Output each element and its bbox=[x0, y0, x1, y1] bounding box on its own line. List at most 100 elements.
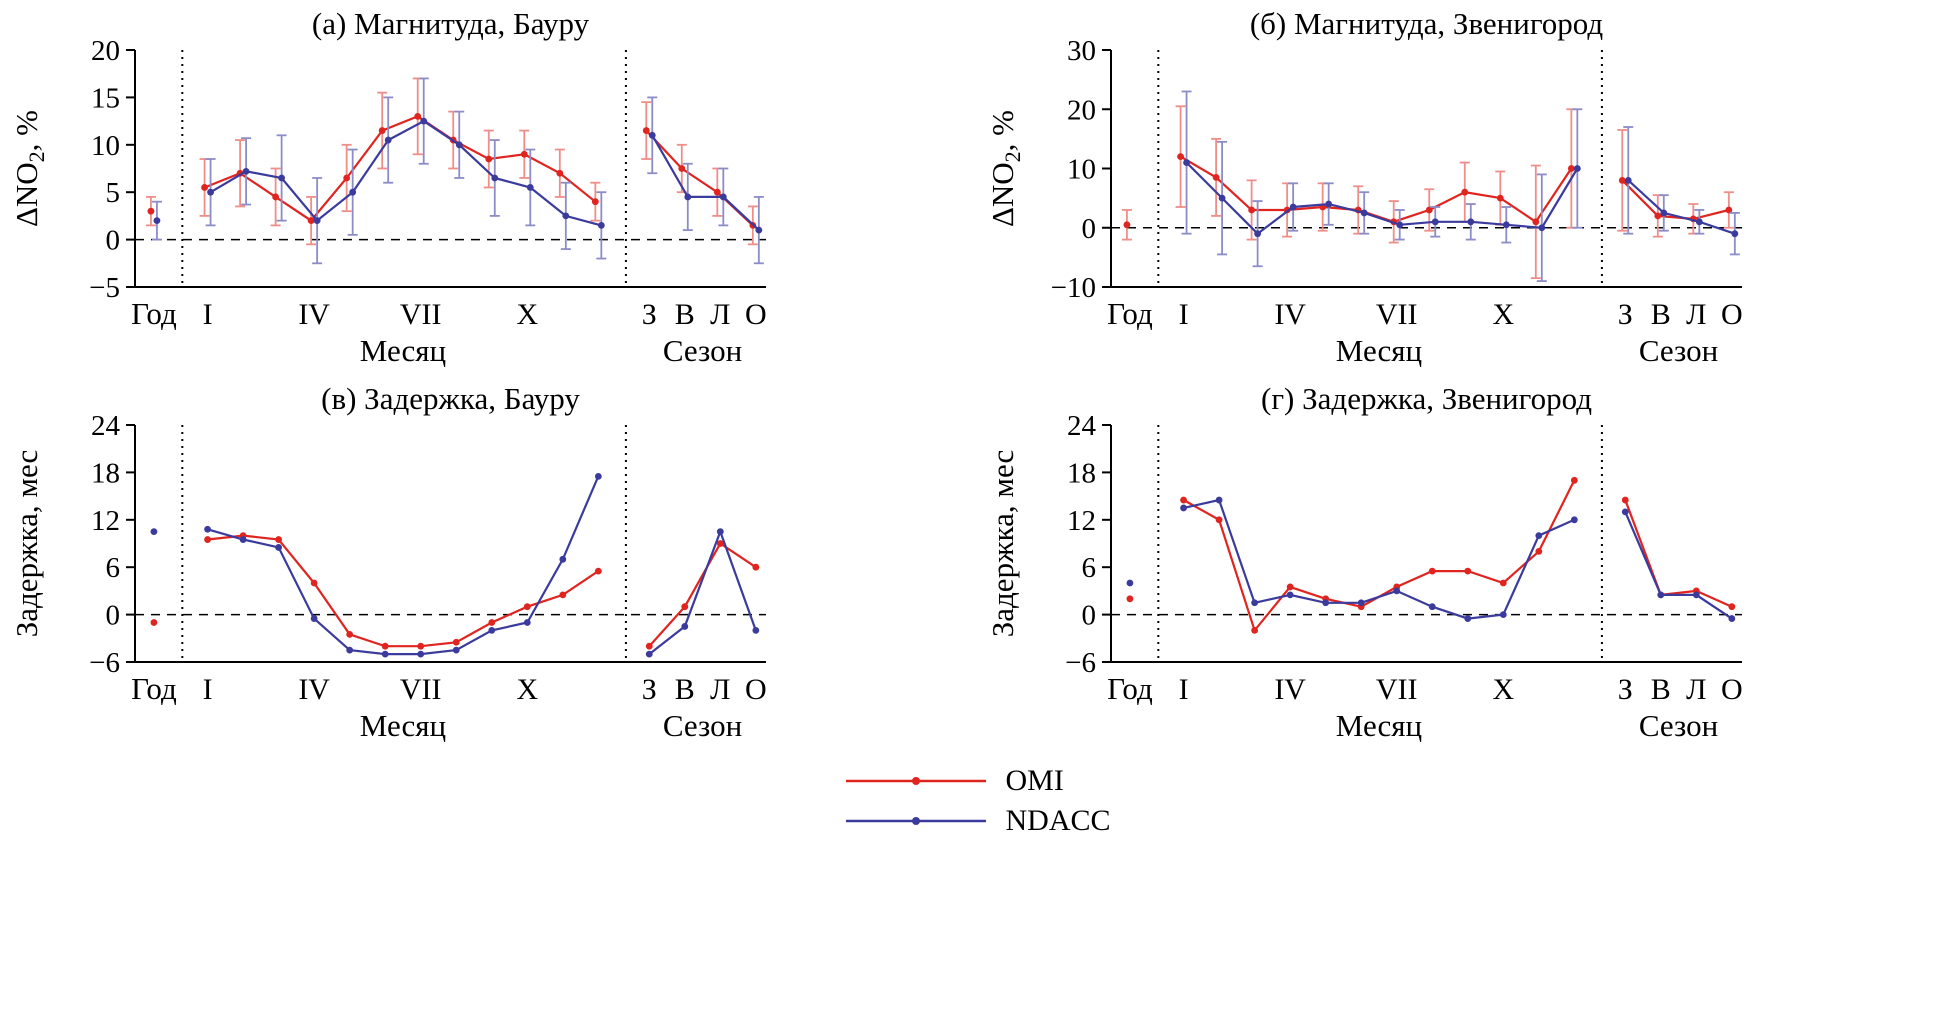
legend-label-omi: OMI bbox=[1005, 764, 1064, 797]
y-tick-label: 0 bbox=[106, 225, 121, 257]
axes: −6 0 6 12 18 24 bbox=[89, 410, 766, 679]
legend-inner: OMI NDACC bbox=[841, 764, 1111, 838]
y-tick-label: 12 bbox=[91, 505, 120, 537]
chart-title: (в) Задержка, Бауру bbox=[321, 381, 580, 416]
y-tick-label: 0 bbox=[1082, 600, 1097, 632]
x-tick-year: Год bbox=[131, 296, 177, 331]
y-tick-label: 10 bbox=[1067, 154, 1096, 186]
x-tick-month: VII bbox=[1376, 673, 1418, 706]
chart-v: (в) Задержка, Бауру Задержка, мес −6 0 6 12 18… bbox=[9, 381, 767, 743]
series-omi bbox=[145, 77, 758, 246]
x-axis-label-season: Сезон bbox=[1639, 333, 1718, 368]
x-tick-month: I bbox=[203, 673, 213, 706]
x-axis-label-month: Месяц bbox=[360, 333, 446, 368]
chart-title: (б) Магнитуда, Звенигород bbox=[1250, 6, 1604, 41]
chart-panel-delay-bauru: (в) Задержка, Бауру Задержка, мес −6 0 6 12 18… bbox=[0, 375, 976, 750]
x-tick-season: З bbox=[1618, 673, 1633, 706]
series-ndacc bbox=[1181, 90, 1740, 282]
x-tick-season: В bbox=[675, 298, 695, 331]
x-tick-month: IV bbox=[298, 673, 330, 706]
series-ndacc bbox=[1126, 496, 1736, 622]
x-tick-season: Л bbox=[710, 673, 730, 706]
chart-title: (а) Магнитуда, Бауру bbox=[312, 6, 590, 41]
y-axis-label: Задержка, мес bbox=[985, 450, 1020, 638]
x-axis-label-month: Месяц bbox=[1336, 708, 1422, 743]
chart-panel-magnitude-bauru: (а) Магнитуда, Бауру ΔNO2, % −5 0 5 10 15 20 Год… bbox=[0, 0, 976, 375]
x-tick-season: З bbox=[642, 298, 657, 331]
series-omi bbox=[150, 532, 760, 650]
x-axis-label-month: Месяц bbox=[360, 708, 446, 743]
x-tick-season: О bbox=[745, 673, 767, 706]
x-tick-season: О bbox=[1721, 673, 1743, 706]
y-tick-label: 0 bbox=[106, 600, 121, 632]
x-tick-season: В bbox=[1651, 673, 1671, 706]
y-tick-label: 20 bbox=[1067, 94, 1096, 126]
y-tick-label: 6 bbox=[1082, 552, 1097, 584]
x-tick-year: Год bbox=[1107, 296, 1153, 331]
y-tick-label: 6 bbox=[106, 552, 121, 584]
x-tick-month: I bbox=[1179, 673, 1189, 706]
legend-item-omi: OMI bbox=[841, 764, 1064, 798]
x-tick-month: X bbox=[516, 298, 538, 331]
y-tick-label: 20 bbox=[91, 35, 120, 67]
x-tick-month: VII bbox=[400, 298, 442, 331]
x-axis-label-season: Сезон bbox=[663, 708, 742, 743]
y-tick-label: 18 bbox=[91, 457, 120, 489]
x-tick-month: IV bbox=[298, 298, 330, 331]
charts-grid: (а) Магнитуда, Бауру ΔNO2, % −5 0 5 10 15 20 Год… bbox=[0, 0, 1952, 750]
legend: OMI NDACC bbox=[0, 764, 1952, 838]
omi-line-swatch bbox=[846, 777, 987, 785]
x-tick-month: X bbox=[516, 673, 538, 706]
x-tick-season: О bbox=[745, 298, 767, 331]
x-axis-label-season: Сезон bbox=[663, 333, 742, 368]
x-tick-season: О bbox=[1721, 298, 1743, 331]
y-tick-label: 10 bbox=[91, 130, 120, 162]
axes: −5 0 5 10 15 20 bbox=[89, 35, 766, 304]
x-tick-season: З bbox=[642, 673, 657, 706]
series-omi bbox=[1121, 105, 1734, 280]
series-ndacc bbox=[151, 77, 764, 265]
x-tick-month: IV bbox=[1274, 298, 1306, 331]
chart-panel-magnitude-zvenigorod: (б) Магнитуда, Звенигород ΔNO2, % −10 0 10 20… bbox=[976, 0, 1952, 375]
legend-item-ndacc: NDACC bbox=[841, 804, 1111, 838]
y-axis-label: ΔNO2, % bbox=[9, 110, 49, 227]
y-axis-label: Задержка, мес bbox=[9, 450, 44, 638]
x-tick-season: Л bbox=[1686, 298, 1706, 331]
y-tick-label: −10 bbox=[1051, 272, 1096, 304]
y-tick-label: 5 bbox=[106, 177, 121, 209]
x-tick-month: X bbox=[1492, 298, 1514, 331]
y-tick-label: −6 bbox=[89, 647, 120, 679]
x-tick-season: Л bbox=[1686, 673, 1706, 706]
x-tick-month: X bbox=[1492, 673, 1514, 706]
x-tick-month: IV bbox=[1274, 673, 1306, 706]
chart-b: (б) Магнитуда, Звенигород ΔNO2, % −10 0 10 20… bbox=[985, 6, 1743, 368]
axes: −10 0 10 20 30 bbox=[1051, 35, 1742, 304]
y-tick-label: 24 bbox=[91, 410, 121, 442]
y-tick-label: 24 bbox=[1067, 410, 1097, 442]
x-axis-label-season: Сезон bbox=[1639, 708, 1718, 743]
y-tick-label: 15 bbox=[91, 82, 120, 114]
y-tick-label: −6 bbox=[1065, 647, 1096, 679]
x-tick-month: VII bbox=[400, 673, 442, 706]
chart-g: (г) Задержка, Звенигород Задержка, мес −6 0… bbox=[985, 381, 1743, 743]
legend-label-ndacc: NDACC bbox=[1005, 804, 1111, 837]
y-tick-label: 12 bbox=[1067, 505, 1096, 537]
y-tick-label: 0 bbox=[1082, 213, 1097, 245]
x-tick-year: Год bbox=[131, 671, 177, 706]
x-tick-season: В bbox=[1651, 298, 1671, 331]
x-tick-month: VII bbox=[1376, 298, 1418, 331]
x-tick-season: Л bbox=[710, 298, 730, 331]
y-tick-label: 18 bbox=[1067, 457, 1096, 489]
chart-a: (а) Магнитуда, Бауру ΔNO2, % −5 0 5 10 15 20 Год… bbox=[9, 6, 767, 368]
x-tick-season: В bbox=[675, 673, 695, 706]
y-tick-label: −5 bbox=[89, 272, 120, 304]
chart-title: (г) Задержка, Звенигород bbox=[1261, 381, 1592, 416]
x-axis-label-month: Месяц bbox=[1336, 333, 1422, 368]
ndacc-line-swatch bbox=[846, 817, 987, 825]
x-tick-year: Год bbox=[1107, 671, 1153, 706]
x-tick-month: I bbox=[1179, 298, 1189, 331]
chart-panel-delay-zvenigorod: (г) Задержка, Звенигород Задержка, мес −6 0… bbox=[976, 375, 1952, 750]
y-tick-label: 30 bbox=[1067, 35, 1096, 67]
y-axis-label: ΔNO2, % bbox=[985, 110, 1025, 227]
